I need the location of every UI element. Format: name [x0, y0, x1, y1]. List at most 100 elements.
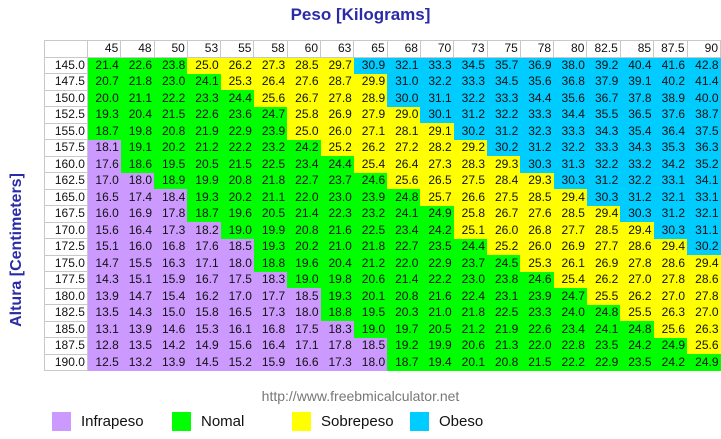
bmi-cell: 25.5 — [586, 288, 621, 305]
legend: Infrapeso Nomal Sobrepeso Obeso — [0, 412, 721, 434]
bmi-cell: 28.9 — [353, 90, 388, 107]
bmi-cell: 23.4 — [387, 222, 421, 239]
bmi-cell: 22.5 — [353, 222, 388, 239]
bmi-cell: 32.2 — [553, 139, 587, 156]
bmi-cell: 27.8 — [320, 90, 354, 107]
bmi-cell: 31.2 — [520, 139, 554, 156]
bmi-cell: 37.5 — [687, 123, 721, 140]
weight-header-cell: 48 — [120, 40, 155, 58]
bmi-cell: 27.3 — [420, 156, 454, 173]
bmi-cell: 23.2 — [353, 205, 388, 222]
legend-label: Infrapeso — [81, 413, 144, 430]
height-label-cell: 165.0 — [44, 188, 88, 206]
bmi-cell: 20.5 — [420, 321, 454, 338]
bmi-cell: 22.0 — [387, 255, 421, 272]
bmi-cell: 23.9 — [520, 288, 554, 305]
table-row: 147.5 20.7 21.8 23.0 24.1 25.3 26.4 27.6 28.7 29.… — [44, 73, 721, 91]
bmi-cell: 22.3 — [320, 205, 354, 222]
bmi-cell: 25.2 — [487, 238, 521, 255]
bmi-cell: 20.3 — [387, 304, 421, 321]
bmi-cell: 31.1 — [420, 90, 454, 107]
bmi-cell: 21.8 — [253, 172, 288, 189]
bmi-cell: 32.1 — [653, 189, 688, 206]
bmi-cell: 20.6 — [453, 337, 488, 354]
bmi-cell: 25.8 — [453, 205, 488, 222]
bmi-cell: 24.8 — [387, 189, 421, 206]
bmi-cell: 20.2 — [220, 189, 254, 206]
bmi-cell: 18.5 — [287, 288, 321, 305]
bmi-cell: 21.8 — [353, 238, 388, 255]
bmi-cell: 30.3 — [620, 205, 654, 222]
bmi-cell: 27.7 — [553, 222, 587, 239]
bmi-cell: 32.3 — [520, 123, 554, 140]
bmi-cell: 36.7 — [586, 90, 621, 107]
bmi-cell: 30.0 — [387, 90, 421, 107]
bmi-cell: 28.1 — [387, 123, 421, 140]
bmi-cell: 25.7 — [420, 189, 454, 206]
bmi-cell: 24.0 — [553, 304, 587, 321]
bmi-cell: 28.2 — [420, 139, 454, 156]
bmi-cell: 28.3 — [453, 156, 488, 173]
bmi-cell: 26.1 — [553, 255, 587, 272]
bmi-cell: 27.1 — [353, 123, 388, 140]
bmi-cell: 16.7 — [187, 271, 221, 288]
bmi-cell: 28.6 — [687, 271, 721, 288]
bmi-cell: 25.4 — [553, 271, 587, 288]
bmi-cell: 35.4 — [620, 123, 654, 140]
bmi-cell: 18.2 — [187, 222, 221, 239]
bmi-cell: 30.9 — [353, 57, 388, 74]
bmi-cell: 32.1 — [687, 205, 721, 222]
bmi-cell: 23.2 — [253, 139, 288, 156]
height-label-cell: 152.5 — [44, 106, 88, 124]
bmi-cell: 29.7 — [320, 57, 354, 74]
bmi-cell: 41.6 — [653, 57, 688, 74]
bmi-cell: 18.6 — [120, 156, 155, 173]
bmi-cell: 22.4 — [453, 288, 488, 305]
bmi-cell: 19.8 — [120, 123, 155, 140]
bmi-cell: 17.4 — [120, 189, 155, 206]
bmi-cell: 31.1 — [687, 222, 721, 239]
bmi-cell: 18.1 — [87, 139, 121, 156]
bmi-cell: 22.6 — [187, 106, 221, 123]
bmi-cell: 20.5 — [253, 205, 288, 222]
bmi-cell: 19.6 — [287, 255, 321, 272]
bmi-cell: 23.9 — [253, 123, 288, 140]
weight-header-cell: 50 — [153, 40, 188, 58]
bmi-cell: 23.5 — [420, 238, 454, 255]
bmi-cell: 22.0 — [287, 189, 321, 206]
bmi-cell: 16.5 — [87, 189, 121, 206]
bmi-cell: 30.3 — [553, 172, 587, 189]
bmi-cell: 26.2 — [586, 271, 621, 288]
bmi-cell: 19.0 — [287, 271, 321, 288]
bmi-cell: 18.3 — [320, 321, 354, 338]
bmi-cell: 40.4 — [620, 57, 654, 74]
bmi-cell: 23.5 — [586, 337, 621, 354]
bmi-cell: 19.5 — [353, 304, 388, 321]
bmi-cell: 29.4 — [553, 189, 587, 206]
table-row: 165.0 16.5 17.4 18.4 19.3 20.2 21.1 22.0 23.0 23.… — [44, 188, 721, 206]
bmi-cell: 27.5 — [453, 172, 488, 189]
weight-header-cell: 82.5 — [586, 40, 621, 58]
bmi-cell: 14.3 — [120, 304, 155, 321]
bmi-cell: 19.3 — [253, 238, 288, 255]
bmi-cell: 26.4 — [387, 156, 421, 173]
bmi-cell: 22.5 — [253, 156, 288, 173]
bmi-cell: 27.8 — [653, 271, 688, 288]
bmi-cell: 24.2 — [287, 139, 321, 156]
bmi-cell: 23.0 — [320, 189, 354, 206]
bmi-cell: 18.0 — [120, 172, 155, 189]
weight-header-cell: 65 — [353, 40, 388, 58]
height-label-cell: 170.0 — [44, 221, 88, 239]
bmi-cell: 19.3 — [320, 288, 354, 305]
table-row: 187.5 12.8 13.5 14.2 14.9 15.6 16.4 17.1 17.8 18.… — [44, 337, 721, 355]
bmi-cell: 36.9 — [520, 57, 554, 74]
bmi-cell: 29.4 — [620, 222, 654, 239]
bmi-cell: 23.6 — [220, 106, 254, 123]
bmi-cell: 21.5 — [220, 156, 254, 173]
bmi-cell: 33.3 — [520, 106, 554, 123]
bmi-cell: 17.0 — [87, 172, 121, 189]
bmi-cell: 28.5 — [520, 189, 554, 206]
table-row: 155.0 18.7 19.8 20.8 21.9 22.9 23.9 25.0 26.0 27.… — [44, 122, 721, 140]
bmi-cell: 15.3 — [187, 321, 221, 338]
bmi-cell: 20.7 — [87, 73, 121, 90]
